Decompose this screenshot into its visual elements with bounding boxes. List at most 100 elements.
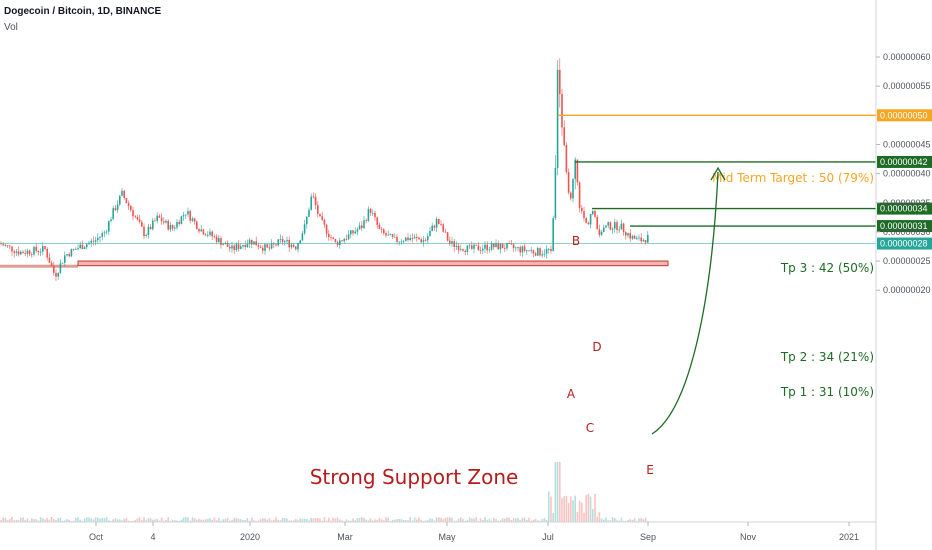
volume-bar — [548, 491, 550, 522]
candle — [28, 249, 31, 257]
candle — [605, 225, 607, 228]
volume-bar — [116, 519, 119, 522]
candle — [479, 246, 482, 255]
candle — [207, 231, 209, 238]
volume-bar — [449, 517, 451, 522]
volume-bar — [31, 518, 33, 522]
volume-bar — [79, 519, 81, 522]
volume-bar — [567, 502, 570, 522]
candle — [35, 243, 37, 254]
volume-bar — [600, 518, 603, 522]
candle — [611, 227, 614, 235]
candle — [534, 251, 537, 257]
volume-bar — [457, 518, 460, 522]
volume-bar — [279, 520, 282, 522]
volume-bar — [596, 516, 598, 522]
candle — [90, 238, 92, 247]
volume-bar — [244, 520, 246, 522]
volume-bar — [299, 518, 301, 522]
candle — [627, 232, 629, 238]
candle — [94, 236, 97, 246]
candle — [332, 236, 334, 240]
volume-bar — [583, 512, 585, 522]
volume-bar — [83, 518, 86, 522]
candle — [488, 246, 491, 253]
candle — [323, 218, 326, 228]
volume-bar — [77, 517, 79, 522]
volume-bar — [400, 518, 403, 522]
candle — [365, 218, 367, 224]
candle — [484, 241, 486, 254]
candle — [515, 246, 517, 252]
candle — [367, 206, 370, 223]
candle — [431, 222, 433, 232]
volume-bar — [334, 518, 337, 522]
volume-bar — [396, 519, 398, 522]
candle — [618, 225, 620, 234]
volume-bar — [178, 520, 180, 522]
volume-bar — [543, 517, 546, 522]
volume-bar — [319, 518, 321, 522]
volume-bar — [218, 518, 220, 522]
candle — [209, 228, 211, 237]
volume-bar — [559, 462, 561, 522]
candle — [244, 240, 246, 250]
candle — [556, 60, 559, 176]
volume-bar — [209, 518, 211, 522]
candle — [211, 230, 213, 241]
volume-bar — [50, 517, 53, 522]
volume-bar — [11, 517, 13, 522]
candle — [130, 204, 132, 212]
volume-bar — [378, 517, 381, 522]
candle — [50, 260, 53, 267]
volume-bar — [270, 520, 273, 522]
volume-bar — [484, 517, 486, 522]
volume-bar — [336, 517, 339, 522]
volume-bar — [235, 517, 238, 522]
volume-bar — [22, 517, 24, 522]
candle — [11, 246, 13, 256]
candle — [44, 246, 46, 251]
candle — [497, 240, 499, 250]
volume-bar — [574, 495, 576, 522]
level-tag-0 — [877, 109, 932, 122]
candle — [567, 168, 570, 195]
volume-bar — [286, 518, 288, 522]
volume-bar — [365, 519, 367, 522]
volume-bar — [176, 520, 178, 522]
candle — [616, 219, 618, 234]
candle — [75, 247, 77, 250]
candle — [592, 210, 594, 216]
candle — [499, 242, 502, 254]
volume-bar — [141, 520, 143, 522]
volume-bar — [391, 519, 394, 522]
volume-bar — [39, 517, 42, 522]
volume-bar — [94, 517, 97, 522]
volume-bar — [163, 520, 165, 522]
x-tick-label-4: May — [438, 532, 456, 542]
candle — [526, 249, 528, 256]
candle — [354, 227, 356, 235]
volume-bar — [638, 518, 640, 522]
volume-bar — [387, 517, 389, 522]
volume-bar — [24, 520, 26, 522]
candle — [312, 192, 315, 199]
volume-bar — [266, 519, 268, 522]
candle — [79, 241, 81, 250]
volume-bar — [237, 518, 240, 522]
candle — [24, 249, 26, 257]
candle — [180, 215, 183, 225]
volume-bar — [640, 518, 642, 522]
candle — [165, 219, 167, 224]
volume-bar — [523, 517, 526, 522]
candle — [625, 231, 627, 240]
volume-bar — [411, 520, 414, 522]
volume-bar — [264, 518, 266, 522]
volume-bar — [213, 517, 216, 522]
volume-bar — [134, 520, 136, 522]
volume-bar — [185, 517, 187, 522]
candle — [264, 242, 266, 255]
volume-bar — [515, 518, 517, 522]
candle — [334, 238, 337, 243]
